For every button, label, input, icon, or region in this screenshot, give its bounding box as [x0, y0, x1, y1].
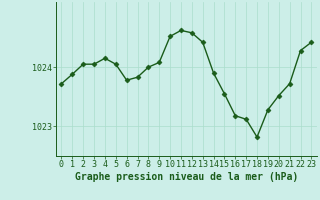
X-axis label: Graphe pression niveau de la mer (hPa): Graphe pression niveau de la mer (hPa): [75, 172, 298, 182]
